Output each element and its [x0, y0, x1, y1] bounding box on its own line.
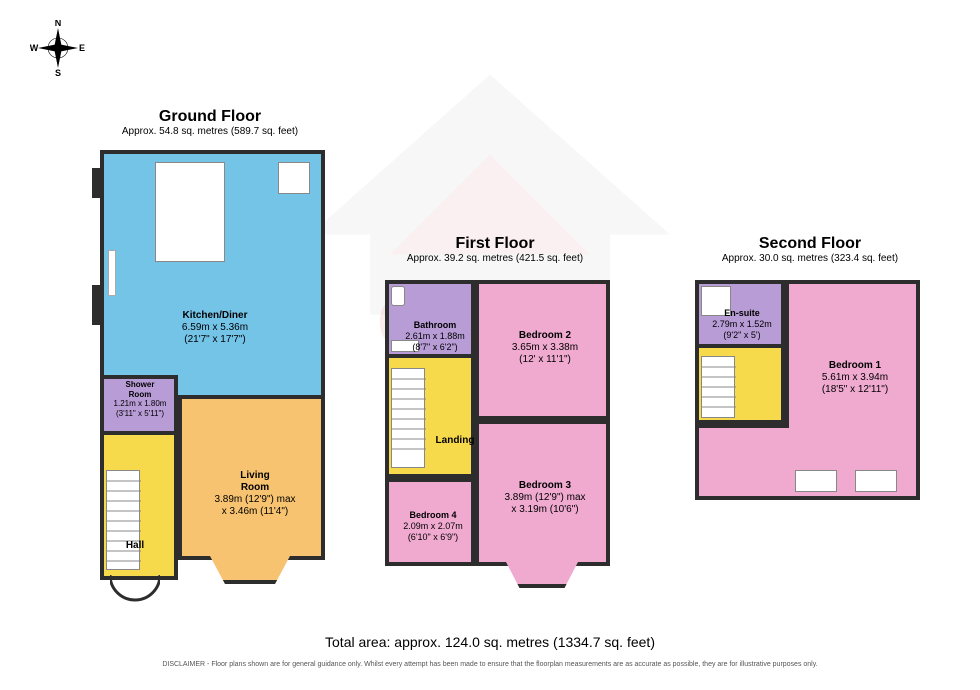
- second-floor-plan: [695, 280, 920, 500]
- ground-floor-plan: [100, 150, 325, 595]
- ground-stairs: [106, 470, 140, 570]
- living-room: [178, 395, 325, 560]
- ensuite-shower: [701, 286, 731, 316]
- kitchen-hob: [278, 162, 310, 194]
- shower-room: [100, 375, 178, 435]
- bathroom-fixture: [391, 286, 405, 306]
- bedroom1-room: [785, 280, 920, 500]
- second-stairs: [701, 356, 735, 418]
- first-floor-title: First Floor Approx. 39.2 sq. metres (421…: [395, 235, 595, 264]
- living-bay: [200, 556, 300, 584]
- bedroom4-room: [385, 478, 475, 566]
- second-floor-title: Second Floor Approx. 30.0 sq. metres (32…: [700, 235, 920, 264]
- ground-floor-name: Ground Floor: [110, 108, 310, 126]
- bedroom1-ext: [695, 424, 789, 500]
- second-floor-area: Approx. 30.0 sq. metres (323.4 sq. feet): [700, 253, 920, 264]
- hall-door-arc: [110, 575, 160, 595]
- bed1-wardrobe2: [855, 470, 897, 492]
- bedroom3-room: [475, 420, 610, 566]
- kitchen-cupboard: [108, 250, 116, 296]
- bathroom-sink: [391, 340, 419, 352]
- disclaimer-text: DISCLAIMER - Floor plans shown are for g…: [0, 661, 980, 668]
- bedroom2-room: [475, 280, 610, 420]
- ground-floor-title: Ground Floor Approx. 54.8 sq. metres (58…: [110, 108, 310, 137]
- first-floor-plan: [385, 280, 610, 595]
- svg-text:W: W: [30, 43, 39, 53]
- kitchen-bump-left2: [92, 285, 104, 325]
- svg-text:E: E: [79, 43, 85, 53]
- first-floor-area: Approx. 39.2 sq. metres (421.5 sq. feet): [395, 253, 595, 264]
- first-stairs: [391, 368, 425, 468]
- kitchen-lower: [178, 375, 325, 395]
- compass-rose: N E S W: [30, 20, 86, 81]
- bed3-bay: [497, 562, 587, 588]
- svg-text:S: S: [55, 68, 61, 76]
- total-area: Total area: approx. 124.0 sq. metres (13…: [0, 634, 980, 650]
- first-floor-name: First Floor: [395, 235, 595, 253]
- kitchen-bump-left: [92, 168, 104, 198]
- bed1-wardrobe1: [795, 470, 837, 492]
- svg-text:N: N: [55, 20, 62, 28]
- second-floor-name: Second Floor: [700, 235, 920, 253]
- kitchen-island: [155, 162, 225, 262]
- ground-floor-area: Approx. 54.8 sq. metres (589.7 sq. feet): [110, 126, 310, 137]
